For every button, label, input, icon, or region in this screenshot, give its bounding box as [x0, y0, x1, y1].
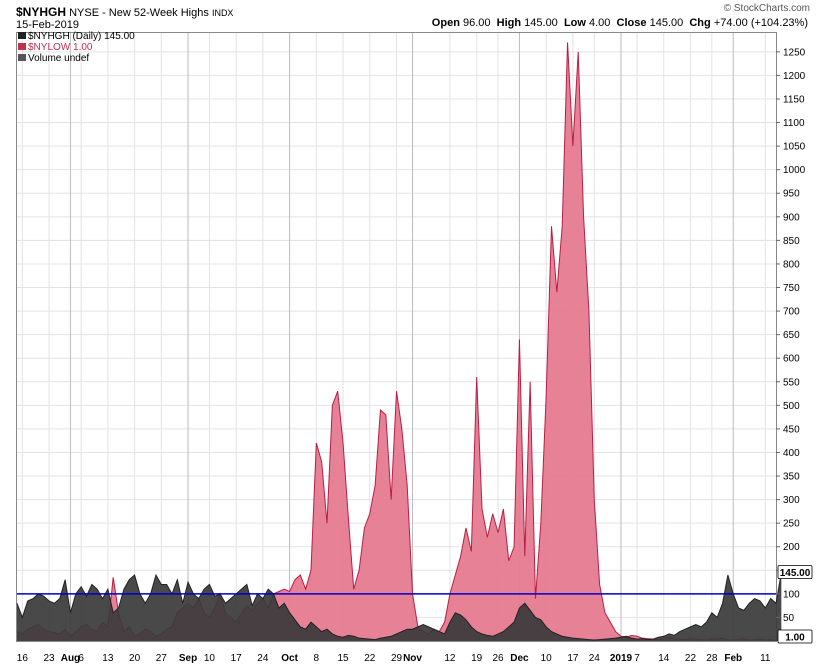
x-tick-label: Aug [61, 653, 80, 664]
y-tick-label: 1200 [783, 71, 806, 82]
legend-label: $NYHGH (Daily) 145.00 [28, 31, 135, 42]
x-tick-label: 24 [589, 653, 601, 664]
x-tick-label: 28 [706, 653, 718, 664]
y-tick-label: 1000 [783, 165, 806, 176]
x-tick-label: 11 [760, 653, 771, 664]
chg-label: Chg [689, 17, 711, 29]
y-tick-label: 550 [783, 377, 800, 388]
last-value-labels: 145.00 1.00 [777, 565, 813, 644]
legend-label: $NYLOW 1.00 [28, 42, 93, 53]
last-value-box [777, 565, 813, 580]
x-tick-label: Sep [179, 653, 197, 664]
x-tick-label: 24 [257, 653, 269, 664]
close-label: Close [616, 17, 647, 29]
y-tick-label: 850 [783, 236, 800, 247]
last-value-label: 145.00 [780, 568, 811, 579]
x-tick-label: Dec [510, 653, 529, 664]
y-tick-label: 50 [783, 613, 795, 624]
y-tick-label: 450 [783, 424, 800, 435]
x-tick-label: 19 [471, 653, 483, 664]
y-tick-label: 350 [783, 472, 800, 483]
high-label: High [496, 17, 522, 29]
close-value: 145.00 [649, 17, 684, 29]
x-tick-label: 14 [658, 653, 670, 664]
y-tick-label: 700 [783, 307, 800, 318]
x-tick-label: 13 [102, 653, 114, 664]
ohlc-readout: Open 96.00 High 145.00 Low 4.00 Close 14… [432, 17, 808, 29]
x-tick-label: 7 [634, 653, 640, 664]
x-tick-label: 15 [337, 653, 349, 664]
x-tick-label: 23 [44, 653, 56, 664]
open-value: 96.00 [462, 17, 491, 29]
series-area-nylow [17, 42, 776, 642]
y-tick-label: 300 [783, 495, 800, 506]
x-tick-label: 10 [541, 653, 553, 664]
y-tick-label: 750 [783, 283, 800, 294]
chart-title: $NYHGH NYSE - New 52-Week Highs INDX [16, 5, 233, 19]
x-tick-label: 10 [204, 653, 216, 664]
x-tick-label: 20 [129, 653, 141, 664]
chg-value: +74.00 (+104.23%) [713, 17, 808, 29]
last-value-label: 1.00 [785, 633, 805, 644]
copyright: © StockCharts.com [723, 3, 810, 14]
x-tick-label: 22 [364, 653, 376, 664]
exchange: INDX [211, 8, 234, 18]
x-tick-label: Nov [403, 653, 422, 664]
legend-item-nylow: $NYLOW 1.00 [18, 42, 135, 53]
series-line-nyhgh [16, 572, 782, 641]
y-tick-label: 800 [783, 259, 800, 270]
y-tick-label: 200 [783, 542, 800, 553]
y-tick-label: 950 [783, 189, 800, 200]
legend-item-nyhgh: $NYHGH (Daily) 145.00 [18, 31, 135, 42]
y-tick-label: 1100 [783, 118, 805, 129]
x-tick-label: 12 [444, 653, 456, 664]
y-tick-label: 100 [783, 589, 800, 600]
y-tick-label: 500 [783, 401, 800, 412]
high-value: 145.00 [524, 17, 558, 29]
y-axis: 5010015020025030035040045050055060065070… [776, 47, 806, 624]
x-tick-label: 2019 [610, 653, 633, 664]
y-tick-label: 1250 [783, 47, 806, 58]
x-tick-label: 8 [314, 653, 320, 664]
open-label: Open [431, 17, 460, 29]
symbol: $NYHGH [16, 5, 67, 19]
y-tick-label: 250 [783, 519, 800, 530]
y-tick-label: 650 [783, 330, 800, 341]
x-tick-label: 16 [17, 653, 29, 664]
x-tick-label: 6 [78, 653, 84, 664]
x-tick-label: Oct [281, 653, 298, 664]
y-tick-label: 1050 [783, 142, 806, 153]
legend-label: Volume undef [28, 53, 90, 64]
legend-swatch-icon [18, 43, 26, 50]
chart-date: 15-Feb-2019 [16, 19, 79, 31]
last-value-box [777, 629, 813, 644]
x-tick-label: 17 [231, 653, 243, 664]
x-tick-label: 27 [156, 653, 168, 664]
low-label: Low [563, 17, 586, 29]
legend-item-volume: Volume undef [18, 53, 135, 64]
y-tick-label: 1150 [783, 94, 805, 105]
x-tick-label: 22 [685, 653, 697, 664]
legend-swatch-icon [18, 54, 26, 61]
x-tick-label: Feb [724, 653, 742, 664]
legend-swatch-icon [18, 32, 26, 39]
legend: $NYHGH (Daily) 145.00 $NYLOW 1.00 Volume… [18, 31, 135, 64]
low-value: 4.00 [589, 17, 611, 29]
y-tick-label: 600 [783, 354, 800, 365]
y-tick-label: 900 [783, 212, 800, 223]
y-tick-label: 400 [783, 448, 800, 459]
series-areas [16, 42, 782, 642]
x-tick-label: 29 [391, 653, 403, 664]
series-area-nyhgh [17, 572, 782, 641]
x-tick-label: 26 [492, 653, 504, 664]
description: NYSE - New 52-Week Highs [69, 7, 209, 19]
x-tick-label: 17 [567, 653, 579, 664]
